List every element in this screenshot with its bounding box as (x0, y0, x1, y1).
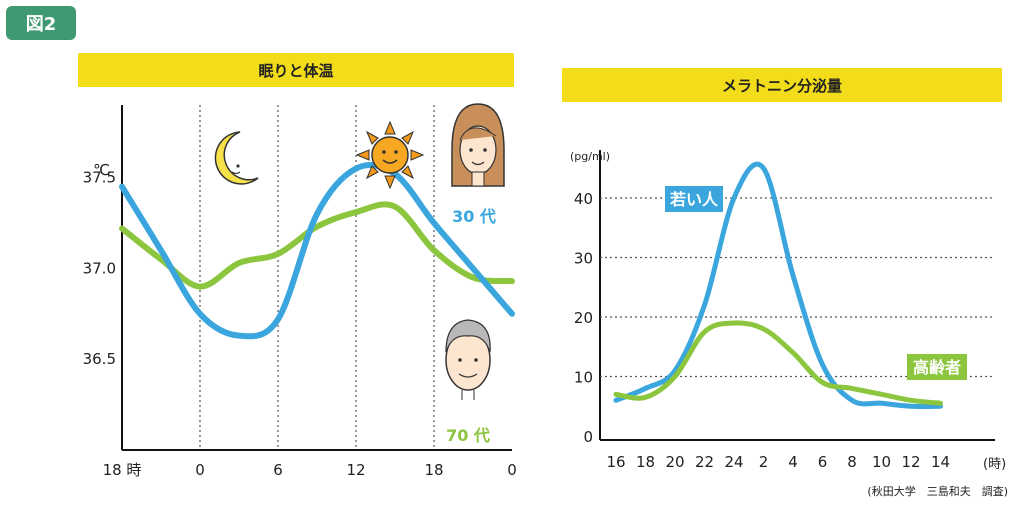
left-x-ticks: 18 時 0 6 12 18 0 (103, 461, 517, 479)
right-y-tick-label: 40 (574, 190, 593, 208)
left-y-tick-label: 37.5 (83, 169, 116, 187)
left-x-tick-label: 12 (346, 461, 365, 479)
right-x-tick-label: 24 (724, 453, 743, 471)
right-x-tick-label: 4 (788, 453, 798, 471)
right-y-ticks: 40 30 20 10 0 (574, 190, 593, 446)
sun-icon (355, 120, 425, 190)
left-chart-title: 眠りと体温 (258, 62, 333, 80)
left-y-unit: ℃ (93, 161, 110, 179)
right-title-bar (562, 68, 1002, 102)
series-label-young: 若い人 (669, 190, 719, 209)
series-label-30s: 30 代 (452, 207, 496, 226)
right-x-tick-label: 10 (872, 453, 891, 471)
right-series-line (613, 320, 943, 406)
right-x-unit: (時) (983, 457, 1006, 472)
right-x-tick-label: 12 (901, 453, 920, 471)
left-series (119, 161, 515, 340)
moon-icon (214, 131, 259, 185)
label-elderly-box: 高齢者 (907, 354, 967, 380)
left-series-line (119, 201, 515, 290)
left-x-tick-label: 18 (424, 461, 443, 479)
right-y-tick-label: 10 (574, 369, 593, 387)
right-x-ticks: 16 18 20 22 24 2 4 6 8 10 12 14 (606, 453, 950, 471)
right-y-unit: (pg/ml) (570, 150, 610, 163)
series-label-70s: 70 代 (446, 426, 490, 445)
left-title-bar (78, 53, 514, 87)
right-series-line (613, 161, 943, 409)
figure-badge: 図2 (6, 6, 76, 40)
right-y-tick-label: 0 (583, 428, 593, 446)
left-x-tick-label: 0 (195, 461, 205, 479)
right-x-tick-label: 18 (636, 453, 655, 471)
left-y-tick-label: 36.5 (83, 350, 116, 368)
right-x-tick-label: 20 (665, 453, 684, 471)
right-chart-title: メラトニン分泌量 (722, 77, 842, 95)
label-young-box: 若い人 (665, 186, 723, 212)
left-x-tick-label: 18 時 (103, 461, 142, 479)
series-label-elderly: 高齢者 (913, 358, 961, 377)
right-x-tick-label: 6 (818, 453, 828, 471)
right-x-tick-label: 16 (606, 453, 625, 471)
right-x-tick-label: 22 (695, 453, 714, 471)
source-note: (秋田大学 三島和夫 調査) (867, 484, 1008, 498)
right-y-tick-label: 20 (574, 309, 593, 327)
right-x-tick-label: 2 (759, 453, 769, 471)
left-y-tick-label: 37.0 (83, 259, 116, 277)
right-x-tick-label: 8 (847, 453, 857, 471)
right-y-tick-label: 30 (574, 250, 593, 268)
left-x-tick-label: 6 (273, 461, 283, 479)
right-x-tick-label: 14 (931, 453, 950, 471)
left-y-ticks: 37.5 37.0 36.5 (83, 169, 116, 369)
left-series-line (119, 161, 515, 340)
elderly-face-icon (445, 319, 491, 400)
young-face-icon (451, 103, 505, 187)
left-x-tick-label: 0 (507, 461, 517, 479)
right-series (613, 161, 943, 409)
